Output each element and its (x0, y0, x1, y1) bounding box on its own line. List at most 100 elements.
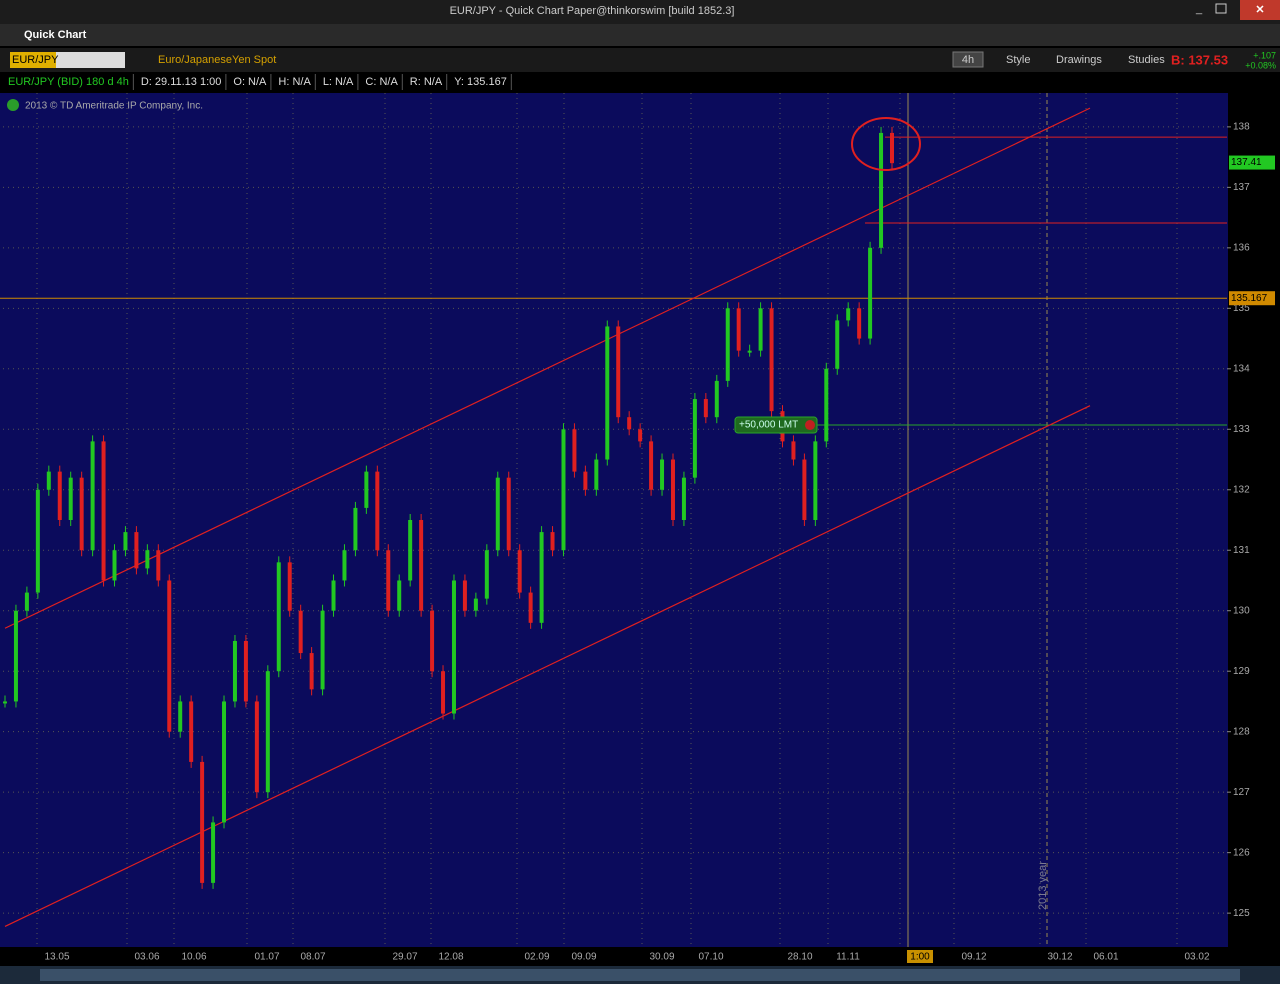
level-price: 135.167 (1231, 293, 1268, 304)
candle-body (857, 308, 862, 339)
candle-body (134, 532, 139, 569)
candle-body (101, 441, 106, 581)
candle-body (594, 459, 599, 490)
candle-body (112, 550, 117, 581)
btn-studies[interactable]: Studies (1128, 54, 1165, 66)
info-sep (446, 74, 448, 90)
candle-body (528, 592, 533, 623)
aggregation: 4h (962, 54, 974, 66)
candle-body (265, 671, 270, 793)
candle-body (517, 550, 522, 593)
candle-body (813, 441, 818, 520)
info-sep (401, 74, 403, 90)
info-sep (225, 74, 227, 90)
order-cancel[interactable] (805, 420, 815, 431)
x-tick-label: 06.01 (1093, 952, 1118, 963)
candle-body (484, 550, 489, 599)
trendline (4, 405, 1091, 927)
info-sep (510, 74, 512, 90)
minimize[interactable]: _ (1195, 3, 1203, 15)
panel-title: Quick Chart (24, 29, 87, 41)
candle-body (462, 580, 467, 611)
candle-body (419, 520, 424, 611)
candle-body (79, 477, 84, 551)
x-tick-label: 1:00 (910, 952, 930, 963)
candle-body (506, 477, 511, 551)
scroll-thumb[interactable] (40, 969, 1240, 981)
candle-body (441, 671, 446, 714)
info-sep (314, 74, 316, 90)
candle-body (309, 653, 314, 690)
candle-body (890, 132, 894, 164)
aggregation-btn[interactable] (952, 51, 984, 68)
candle-body (725, 308, 730, 381)
info-sep (270, 74, 272, 90)
x-tick-label: 02.09 (524, 952, 549, 963)
y-tick-label: 135 (1233, 303, 1250, 314)
x-tick-label: 10.06 (181, 952, 206, 963)
x-tick-label: 03.06 (134, 952, 159, 963)
candle-body (254, 701, 259, 793)
candle-body (57, 471, 62, 520)
candle-body (495, 477, 500, 551)
candle-body (835, 320, 840, 369)
y-tick-label: 127 (1233, 787, 1250, 798)
x-tick-label: 30.12 (1047, 952, 1072, 963)
x-tick-label: 09.12 (961, 952, 986, 963)
y-tick-label: 131 (1233, 545, 1250, 556)
candle-body (758, 308, 763, 351)
window-title: EUR/JPY - Quick Chart Paper@thinkorswim … (450, 5, 735, 17)
x-tick-label: 07.10 (698, 952, 723, 963)
candle-body (331, 580, 336, 611)
candle-body (670, 459, 675, 520)
plot: 2013 year +50,000 LMT (0, 93, 1227, 947)
candle-body (627, 417, 632, 430)
y-tick-label: 137 (1233, 182, 1250, 193)
info-item: L: N/A (323, 76, 354, 88)
candle-body (123, 532, 128, 551)
candle-body (451, 580, 456, 714)
x-tick-label: 29.07 (392, 952, 417, 963)
candle-body (276, 562, 281, 672)
candle-body (703, 399, 708, 418)
candle-body (222, 701, 227, 823)
info-item: C: N/A (365, 76, 398, 88)
maximize[interactable] (1215, 3, 1227, 14)
btn-style[interactable]: Style (1006, 54, 1030, 66)
candle-body (561, 429, 566, 551)
candle-body (386, 550, 391, 611)
order-box (734, 416, 818, 434)
last-price-box (1229, 155, 1275, 170)
candle-body (681, 477, 686, 520)
candle-body (791, 441, 796, 460)
candle-body (473, 598, 478, 611)
candle-body (638, 429, 643, 442)
y-tick-label: 138 (1233, 122, 1250, 133)
candle-body (298, 610, 303, 654)
candle-body (156, 550, 161, 581)
candle-body (824, 368, 829, 442)
info-icon[interactable] (7, 99, 19, 111)
x-tick-label: 30.09 (649, 952, 674, 963)
x-tick-label: 12.08 (438, 952, 463, 963)
candle-body (846, 308, 851, 321)
change-pct: +0.08% (1245, 60, 1276, 70)
btn-drawings[interactable]: Drawings (1056, 54, 1102, 66)
candle-body (572, 429, 577, 472)
candle-body (430, 610, 435, 672)
year-marker: 2013 year (1037, 861, 1049, 910)
candle-body (736, 308, 741, 351)
last-price: 137.41 (1231, 157, 1262, 168)
info-bar (0, 72, 1280, 93)
candle-body (583, 471, 588, 490)
candle-body (353, 507, 358, 551)
info-sep (132, 74, 134, 90)
candle-body (13, 610, 18, 702)
candle-body (90, 441, 95, 551)
close[interactable] (1240, 0, 1280, 20)
candle-body (167, 580, 172, 732)
candle-body (397, 580, 402, 611)
candle-body (243, 640, 248, 702)
candle-body (200, 761, 205, 883)
